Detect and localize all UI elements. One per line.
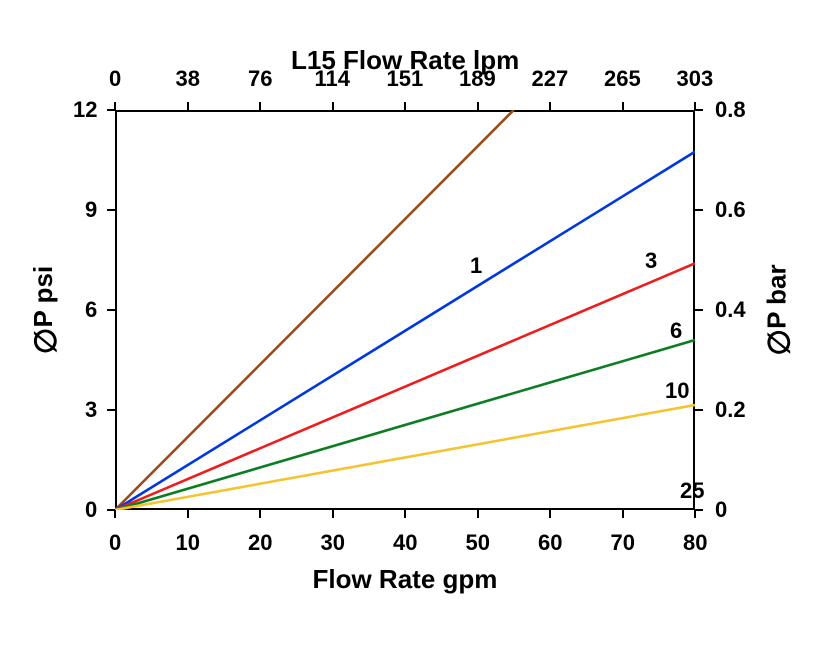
y-left-tick [107, 509, 115, 511]
x-top-tick-label: 265 [604, 66, 641, 92]
y-left-tick-label: 0 [85, 497, 97, 523]
x-bottom-tick [549, 510, 551, 518]
x-top-tick-label: 76 [248, 66, 272, 92]
x-top-tick [477, 102, 479, 110]
x-bottom-title: Flow Rate gpm [313, 564, 498, 595]
null-set-glyph: ∅ [761, 329, 797, 356]
series-label-3: 3 [645, 248, 657, 274]
x-bottom-tick [114, 510, 116, 518]
y-left-tick-label: 3 [85, 397, 97, 423]
x-top-tick [622, 102, 624, 110]
y-right-tick-label: 0.6 [715, 197, 746, 223]
x-top-tick [332, 102, 334, 110]
x-top-tick-label: 227 [532, 66, 569, 92]
y-left-tick-label: 12 [73, 97, 97, 123]
x-bottom-tick-label: 80 [683, 530, 707, 556]
x-bottom-tick [332, 510, 334, 518]
series-label-25: 25 [680, 478, 704, 504]
y-left-title: ∅P psi [24, 266, 60, 354]
x-bottom-tick-label: 60 [538, 530, 562, 556]
chart-title: L15 Flow Rate lpm [291, 45, 519, 76]
x-top-tick [404, 102, 406, 110]
y-right-tick [695, 209, 703, 211]
x-top-tick [187, 102, 189, 110]
x-bottom-tick-label: 50 [466, 530, 490, 556]
y-right-tick [695, 309, 703, 311]
y-right-tick [695, 109, 703, 111]
y-right-tick-label: 0.8 [715, 97, 746, 123]
x-bottom-tick [477, 510, 479, 518]
y-left-tick [107, 409, 115, 411]
y-right-tick-label: 0.2 [715, 397, 746, 423]
chart-canvas: 01020304050607080Flow Rate gpm0387611415… [0, 0, 816, 652]
y-right-title: ∅P bar [757, 264, 793, 355]
null-set-glyph: ∅ [28, 327, 64, 354]
y-left-tick [107, 309, 115, 311]
x-bottom-tick [404, 510, 406, 518]
x-bottom-tick-label: 20 [248, 530, 272, 556]
series-label-1: 1 [470, 253, 482, 279]
x-bottom-tick-label: 40 [393, 530, 417, 556]
x-top-tick [549, 102, 551, 110]
y-right-tick [695, 509, 703, 511]
x-top-tick [259, 102, 261, 110]
x-bottom-tick-label: 30 [321, 530, 345, 556]
x-bottom-tick-label: 70 [611, 530, 635, 556]
x-bottom-tick-label: 10 [176, 530, 200, 556]
x-top-tick-label: 38 [176, 66, 200, 92]
x-bottom-tick [622, 510, 624, 518]
x-bottom-tick [694, 510, 696, 518]
y-left-tick-label: 9 [85, 197, 97, 223]
y-left-tick-label: 6 [85, 297, 97, 323]
x-bottom-tick [187, 510, 189, 518]
series-label-6: 6 [670, 318, 682, 344]
y-right-tick [695, 409, 703, 411]
x-top-tick-label: 303 [677, 66, 714, 92]
y-left-tick [107, 109, 115, 111]
y-left-tick [107, 209, 115, 211]
y-right-tick-label: 0.4 [715, 297, 746, 323]
plot-area [115, 110, 695, 510]
x-bottom-tick-label: 0 [109, 530, 121, 556]
x-top-tick-label: 0 [109, 66, 121, 92]
x-bottom-tick [259, 510, 261, 518]
y-right-tick-label: 0 [715, 497, 727, 523]
series-label-10: 10 [665, 378, 689, 404]
